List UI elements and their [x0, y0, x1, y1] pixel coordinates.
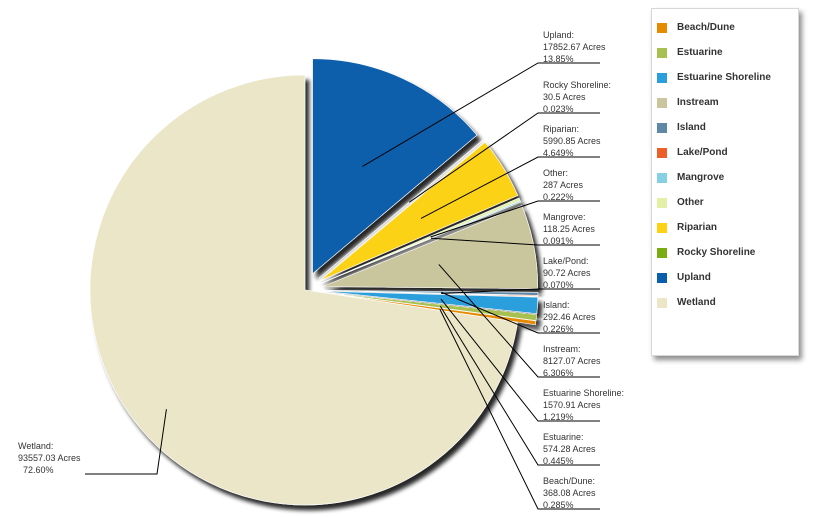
slices-layer	[89, 58, 539, 506]
legend-swatch-rocky-shoreline	[657, 247, 667, 258]
legend-item-estuarine-shoreline[interactable]: Estuarine Shoreline	[652, 65, 798, 90]
slice-label-instream-percent-text: 6.306%	[543, 368, 574, 378]
legend-label-upland: Upland	[677, 272, 711, 283]
slice-label-lake-pond-name: Lake/Pond:	[543, 256, 589, 266]
slice-label-wetland-value-text: 93557.03 Acres	[18, 453, 81, 463]
legend-swatch-mangrove	[657, 172, 667, 183]
pie-slice-estuarine-shoreline	[322, 290, 539, 314]
leader-lines-layer	[85, 62, 600, 510]
slice-label-other-value-text: 287 Acres	[543, 180, 584, 190]
slice-label-riparian-value-text: 5990.85 Acres	[543, 136, 601, 146]
pie-slice-estuarine	[322, 291, 538, 321]
legend-item-mangrove[interactable]: Mangrove	[652, 165, 798, 190]
leader-line-lake-pond	[441, 288, 600, 295]
leader-line-riparian	[420, 156, 600, 219]
slice-label-estuarine-shoreline-value-text: 1570.91 Acres	[543, 400, 601, 410]
slice-label-beach-dune-percent-text: 0.285%	[543, 500, 574, 510]
slice-label-estuarine-percent-text: 0.445%	[543, 456, 574, 466]
pie-slice-riparian	[320, 141, 519, 281]
pie-slice-lake-pond	[322, 290, 539, 297]
slice-label-other-name: Other:	[543, 168, 568, 178]
legend-label-island: Island	[677, 122, 706, 133]
slice-label-mangrove-value-text: 118.25 Acres	[543, 224, 595, 234]
slice-label-mangrove-name: Mangrove:	[543, 212, 586, 222]
slice-label-riparian-percent-text: 4.649%	[543, 148, 574, 158]
slice-label-rocky-shoreline-value-text: 30.5 Acres	[543, 92, 586, 102]
legend-label-mangrove: Mangrove	[677, 172, 725, 183]
legend-label-wetland: Wetland	[677, 297, 716, 308]
slice-label-upland-percent-text: 13.85%	[543, 54, 574, 64]
legend-item-upland[interactable]: Upland	[652, 265, 798, 290]
legend-swatch-wetland	[657, 297, 667, 308]
slice-labels-layer: Upland: 17852.67 Acres 13.85% Rocky Shoreli…	[18, 30, 624, 510]
slice-label-wetland-name: Wetland:	[18, 441, 53, 451]
legend-item-other[interactable]: Other	[652, 190, 798, 215]
slice-label-upland-value-text: 17852.67 Acres	[543, 42, 606, 52]
pie-svg: Upland: 17852.67 Acres 13.85% Rocky Shoreli…	[18, 30, 624, 510]
legend-label-estuarine-shoreline: Estuarine Shoreline	[677, 72, 771, 83]
slice-label-island-name: Island:	[543, 300, 570, 310]
legend-swatch-lake-pond	[657, 147, 667, 158]
leader-line-rocky-shoreline	[408, 112, 600, 203]
legend-label-rocky-shoreline: Rocky Shoreline	[677, 247, 756, 258]
pie-chart: Upland: 17852.67 Acres 13.85% Rocky Shoreli…	[18, 30, 624, 510]
legend-swatch-beach-dune	[657, 22, 667, 33]
leader-line-estuarine	[439, 305, 600, 466]
slice-label-estuarine-shoreline-name: Estuarine Shoreline:	[543, 388, 624, 398]
leader-line-estuarine-shoreline	[440, 298, 600, 422]
slice-label-rocky-shoreline-name: Rocky Shoreline:	[543, 80, 611, 90]
slice-label-estuarine-shoreline-percent-text: 1.219%	[543, 412, 574, 422]
legend-swatch-estuarine-shoreline	[657, 72, 667, 83]
leader-line-upland	[362, 62, 600, 167]
legend-label-instream: Instream	[677, 97, 719, 108]
slice-label-wetland-percent-text: 72.60%	[23, 465, 54, 475]
legend-label-lake-pond: Lake/Pond	[677, 147, 728, 158]
pie-slice-mangrove	[321, 200, 522, 284]
legend-swatch-other	[657, 197, 667, 208]
slice-label-island-percent-text: 0.226%	[543, 324, 574, 334]
slice-label-beach-dune-value-text: 368.08 Acres	[543, 488, 596, 498]
legend-label-beach-dune: Beach/Dune	[677, 22, 735, 33]
legend-item-beach-dune[interactable]: Beach/Dune	[652, 15, 798, 40]
legend-swatch-island	[657, 122, 667, 133]
pie-slice-upland	[312, 58, 478, 275]
slice-label-riparian-name: Riparian:	[543, 124, 579, 134]
slice-label-other-percent-text: 0.222%	[543, 192, 574, 202]
slice-label-upland-name: Upland:	[543, 30, 574, 40]
legend-swatch-upland	[657, 272, 667, 283]
slice-label-instream-name: Instream:	[543, 344, 581, 354]
legend-label-other: Other	[677, 197, 704, 208]
slice-label-estuarine-value-text: 574.28 Acres	[543, 444, 596, 454]
legend-item-estuarine[interactable]: Estuarine	[652, 40, 798, 65]
pie-slice-wetland	[89, 74, 518, 506]
leader-line-island	[441, 291, 600, 334]
legend-item-instream[interactable]: Instream	[652, 90, 798, 115]
legend-item-rocky-shoreline[interactable]: Rocky Shoreline	[652, 240, 798, 265]
slice-label-rocky-shoreline-percent-text: 0.023%	[543, 104, 574, 114]
leader-line-instream	[438, 264, 600, 378]
legend-item-island[interactable]: Island	[652, 115, 798, 140]
slice-label-lake-pond-value-text: 90.72 Acres	[543, 268, 591, 278]
legend-swatch-instream	[657, 97, 667, 108]
legend-swatch-estuarine	[657, 47, 667, 58]
slice-label-island-value-text: 292.46 Acres	[543, 312, 596, 322]
legend-item-lake-pond[interactable]: Lake/Pond	[652, 140, 798, 165]
slice-label-beach-dune-name: Beach/Dune:	[543, 476, 595, 486]
legend-item-riparian[interactable]: Riparian	[652, 215, 798, 240]
leader-line-other	[430, 200, 600, 238]
legend-swatch-riparian	[657, 222, 667, 233]
legend: Beach/Dune Estuarine Estuarine Shoreline In…	[651, 8, 799, 356]
legend-label-estuarine: Estuarine	[677, 47, 723, 58]
legend-label-riparian: Riparian	[677, 222, 718, 233]
leader-line-beach-dune	[439, 309, 600, 510]
leader-line-mangrove	[430, 237, 600, 246]
slice-label-estuarine-name: Estuarine:	[543, 432, 584, 442]
legend-item-wetland[interactable]: Wetland	[652, 290, 798, 315]
pie-slice-rocky-shoreline	[318, 139, 484, 279]
leader-line-wetland	[85, 409, 167, 475]
slice-label-lake-pond-percent-text: 0.070%	[543, 280, 574, 290]
slice-label-mangrove-percent-text: 0.091%	[543, 236, 574, 246]
slice-label-instream-value-text: 8127.07 Acres	[543, 356, 601, 366]
